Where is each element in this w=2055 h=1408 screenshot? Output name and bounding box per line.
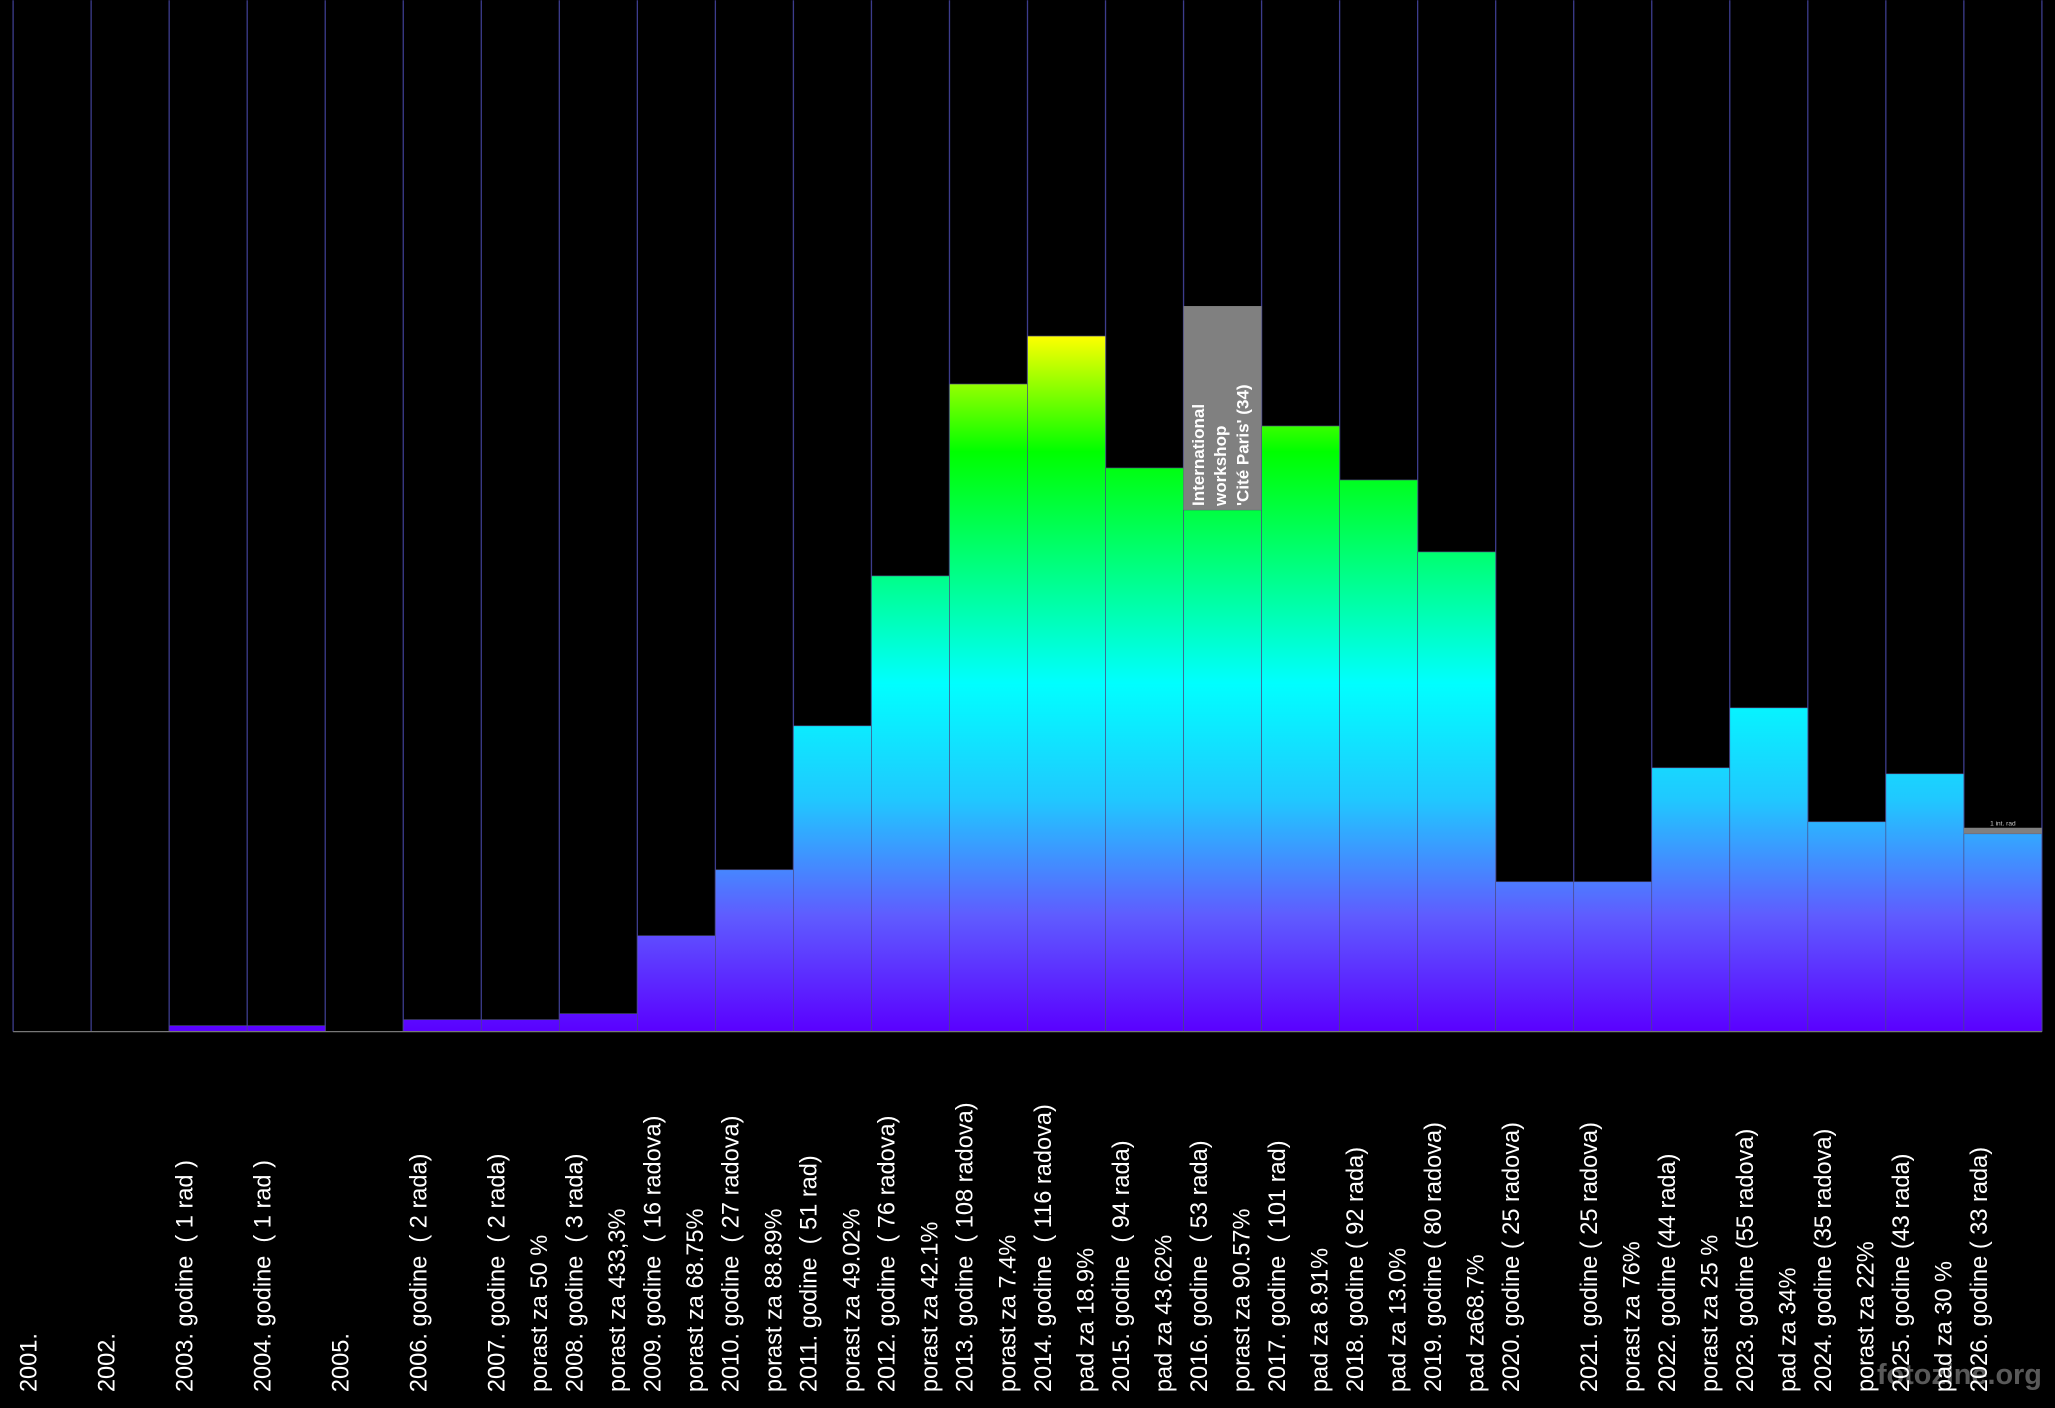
bar [1729, 707, 1809, 1032]
change-label: porast za 7.4% [994, 1235, 1020, 1392]
x-tick-label: 2007. godine ( 2 rada) [484, 1153, 510, 1392]
x-tick-label: 2013. godine ( 108 radova) [952, 1102, 978, 1392]
x-tick-label: 2021. godine ( 25 radova) [1576, 1122, 1602, 1392]
change-label: pad za 34% [1775, 1267, 1801, 1392]
bar [871, 575, 950, 1032]
bar [1885, 773, 1965, 1032]
x-tick-label: 2017. godine ( 101 rad) [1264, 1140, 1290, 1392]
bar [949, 383, 1028, 1032]
x-tick-label: 2022. godine (44 rada) [1654, 1153, 1680, 1392]
change-label: pad za 30 % [1931, 1261, 1957, 1392]
change-label: porast za 50 % [526, 1235, 552, 1392]
x-tick-label: 2025. godine (43 rada) [1888, 1153, 1914, 1392]
change-label: pad za 18.9% [1072, 1248, 1098, 1392]
x-tick-label: 2024. godine (35 radova) [1810, 1129, 1836, 1392]
x-tick-label: 2019. godine ( 80 radova) [1420, 1122, 1446, 1392]
change-label: porast za 49.02% [838, 1209, 864, 1393]
x-tick-label: 2010. godine ( 27 radova) [718, 1115, 744, 1392]
x-tick-label: 2023. godine (55 radova) [1732, 1129, 1758, 1392]
change-label: porast za 25 % [1697, 1235, 1723, 1392]
watermark: fotozine.org [1877, 1359, 2042, 1391]
change-label: pad za68.7% [1463, 1254, 1489, 1392]
bar [1105, 467, 1184, 1032]
bar [793, 725, 872, 1032]
bar [1183, 509, 1262, 1032]
x-tick-label: 2016. godine ( 53 rada) [1186, 1140, 1212, 1392]
bar [1417, 551, 1497, 1032]
bar [1027, 335, 1106, 1032]
extra-label: workshop [1211, 426, 1230, 507]
x-tick-label: 2014. godine ( 116 radova) [1030, 1104, 1056, 1392]
x-tick-label: 2002. [93, 1333, 119, 1392]
x-tick-label: 2005. [327, 1333, 353, 1392]
bar [168, 1025, 248, 1032]
x-tick-label: 2008. godine ( 3 rada) [562, 1153, 588, 1392]
bar [1651, 767, 1731, 1032]
bar [402, 1019, 482, 1032]
extra-bar [1963, 827, 2042, 834]
bar [1963, 833, 2043, 1032]
bar [637, 935, 716, 1032]
bar [558, 1013, 638, 1032]
bar [715, 869, 794, 1032]
change-label: porast za 90.57% [1228, 1209, 1254, 1393]
plot-area: International workshop 'Cité Paris' (34) 1 … [12, 0, 2043, 1393]
change-label: pad za 43.62% [1150, 1235, 1176, 1392]
x-tick-label: 2011. godine ( 51 rad) [796, 1155, 822, 1392]
extra-label: 1 int. rad [1990, 821, 2016, 828]
x-tick-label: 2003. godine ( 1 rad ) [171, 1160, 197, 1392]
change-label: porast za 42.1% [916, 1222, 942, 1392]
extra-bar [1183, 306, 1262, 510]
change-label: porast za 68.75% [682, 1209, 708, 1393]
change-label: pad za 8.91% [1307, 1248, 1333, 1392]
x-tick-label: 2012. godine ( 76 radova) [874, 1115, 900, 1392]
x-tick-label: 2001. [15, 1333, 41, 1392]
change-label: porast za 433,3% [604, 1209, 630, 1393]
bar [246, 1025, 326, 1032]
x-tick-label: 2004. godine ( 1 rad ) [249, 1160, 275, 1392]
change-label: porast za 22% [1853, 1241, 1879, 1392]
bar [1339, 479, 1418, 1032]
x-tick-label: 2018. godine ( 92 rada) [1342, 1147, 1368, 1392]
x-tick-label: 2015. godine ( 94 rada) [1108, 1140, 1134, 1392]
bar [1573, 881, 1653, 1032]
bar [480, 1019, 560, 1032]
x-tick-label: 2009. godine ( 16 radova) [640, 1115, 666, 1392]
extra-label: International [1189, 404, 1208, 506]
change-label: porast za 88.89% [760, 1209, 786, 1393]
bar [1495, 881, 1575, 1032]
change-label: pad za 13.0% [1385, 1248, 1411, 1392]
x-tick-label: 2026. godine ( 33 rada) [1966, 1147, 1992, 1392]
x-tick-label: 2006. godine ( 2 rada) [406, 1153, 432, 1392]
change-label: porast za 76% [1619, 1241, 1645, 1392]
x-tick-label: 2020. godine ( 25 radova) [1498, 1122, 1524, 1392]
extra-label: 'Cité Paris' (34) [1233, 384, 1252, 506]
bar [1261, 425, 1340, 1032]
bar [1807, 821, 1887, 1032]
